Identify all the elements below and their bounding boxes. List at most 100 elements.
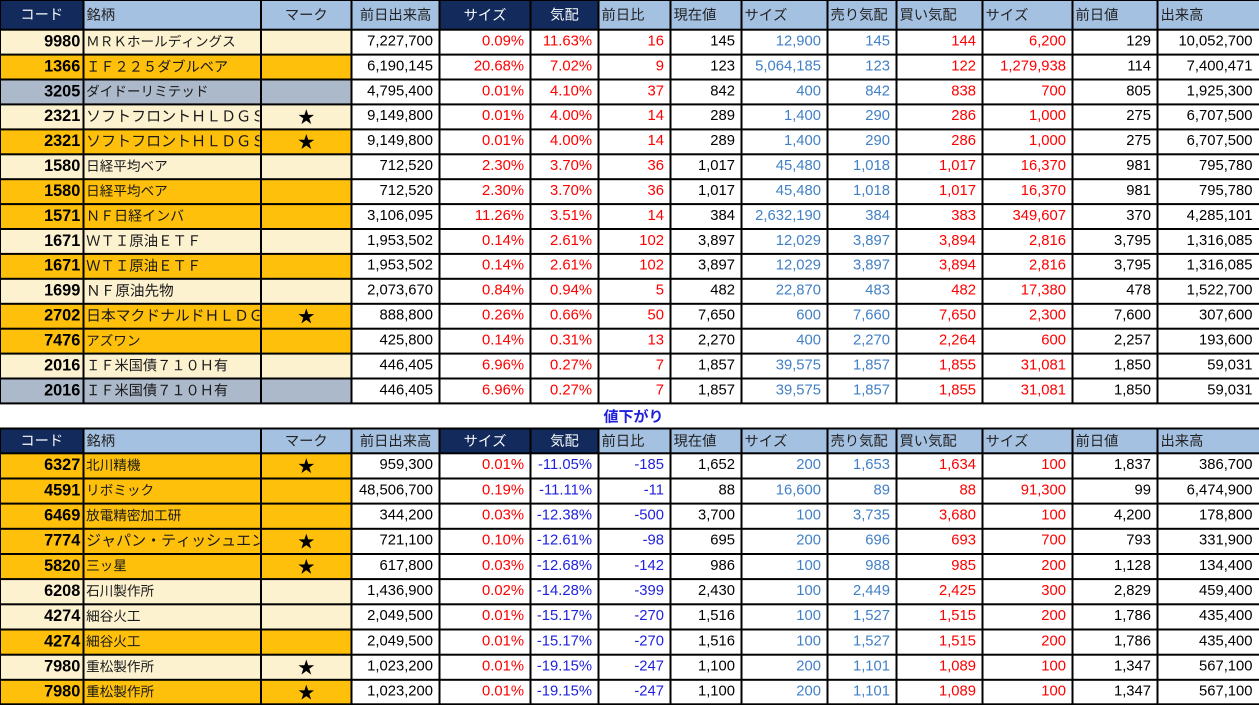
svg-text:-247: -247 (634, 659, 664, 675)
svg-text:114: 114 (1127, 58, 1151, 74)
svg-text:2,270: 2,270 (853, 333, 890, 349)
svg-text:20.68%: 20.68% (474, 58, 524, 74)
svg-text:3205: 3205 (44, 82, 80, 100)
svg-text:200: 200 (1041, 633, 1066, 649)
svg-text:1,516: 1,516 (698, 633, 735, 649)
svg-text:100: 100 (1041, 659, 1066, 675)
svg-text:4.00%: 4.00% (550, 108, 592, 124)
svg-text:3,795: 3,795 (1114, 258, 1151, 274)
svg-text:1,837: 1,837 (1114, 457, 1151, 473)
svg-text:200: 200 (796, 684, 821, 700)
svg-text:446,405: 446,405 (380, 382, 434, 398)
svg-text:2.30%: 2.30% (482, 158, 524, 174)
svg-text:-15.17%: -15.17% (537, 633, 592, 649)
svg-text:2.61%: 2.61% (550, 233, 592, 249)
svg-text:3,897: 3,897 (853, 233, 890, 249)
svg-text:2016: 2016 (44, 381, 80, 399)
svg-text:4,795,400: 4,795,400 (367, 83, 433, 99)
svg-text:123: 123 (710, 58, 735, 74)
svg-text:1,527: 1,527 (853, 633, 890, 649)
svg-text:0.84%: 0.84% (482, 283, 524, 299)
svg-text:700: 700 (1041, 533, 1066, 549)
svg-text:1,953,502: 1,953,502 (367, 258, 433, 274)
svg-text:-247: -247 (634, 684, 664, 700)
svg-text:6,707,500: 6,707,500 (1187, 133, 1253, 149)
svg-text:331,900: 331,900 (1199, 533, 1253, 549)
svg-text:59,031: 59,031 (1207, 382, 1252, 398)
svg-text:3,894: 3,894 (939, 258, 976, 274)
svg-text:1,023,200: 1,023,200 (367, 659, 433, 675)
svg-text:386,700: 386,700 (1199, 457, 1253, 473)
svg-text:-500: -500 (634, 507, 664, 523)
svg-text:0.01%: 0.01% (482, 684, 524, 700)
svg-text:0.09%: 0.09% (482, 34, 524, 50)
svg-text:5820: 5820 (44, 557, 80, 575)
svg-text:193,600: 193,600 (1199, 333, 1253, 349)
svg-text:1,017: 1,017 (698, 183, 735, 199)
svg-text:7,600: 7,600 (1114, 308, 1151, 324)
svg-text:693: 693 (951, 533, 976, 549)
svg-text:1580: 1580 (44, 182, 80, 200)
svg-text:7,650: 7,650 (698, 308, 735, 324)
svg-text:31,081: 31,081 (1021, 382, 1066, 398)
svg-text:16,370: 16,370 (1021, 183, 1066, 199)
svg-text:400: 400 (796, 83, 821, 99)
svg-text:16: 16 (648, 34, 664, 50)
svg-text:178,800: 178,800 (1199, 507, 1253, 523)
svg-text:6469: 6469 (44, 506, 80, 524)
svg-text:1,023,200: 1,023,200 (367, 684, 433, 700)
svg-text:100: 100 (796, 583, 821, 599)
svg-text:39,575: 39,575 (776, 382, 821, 398)
svg-text:384: 384 (710, 208, 735, 224)
svg-text:483: 483 (865, 283, 890, 299)
svg-text:986: 986 (710, 558, 735, 574)
svg-text:22,870: 22,870 (776, 283, 821, 299)
svg-text:14: 14 (648, 208, 664, 224)
svg-text:600: 600 (1041, 333, 1066, 349)
svg-text:6,474,900: 6,474,900 (1187, 482, 1253, 498)
svg-text:795,780: 795,780 (1199, 158, 1253, 174)
svg-text:290: 290 (865, 133, 890, 149)
svg-text:1,857: 1,857 (698, 357, 735, 373)
svg-text:-399: -399 (634, 583, 664, 599)
svg-text:1,000: 1,000 (1029, 108, 1066, 124)
svg-text:1,316,085: 1,316,085 (1187, 233, 1253, 249)
svg-text:100: 100 (796, 558, 821, 574)
svg-text:4.00%: 4.00% (550, 133, 592, 149)
svg-text:1,018: 1,018 (853, 158, 890, 174)
svg-text:2,430: 2,430 (698, 583, 735, 599)
svg-text:988: 988 (865, 558, 890, 574)
svg-text:290: 290 (865, 108, 890, 124)
svg-text:200: 200 (1041, 608, 1066, 624)
svg-text:695: 695 (710, 533, 735, 549)
svg-text:99: 99 (1135, 482, 1151, 498)
svg-text:3.51%: 3.51% (550, 208, 592, 224)
svg-text:6.96%: 6.96% (482, 357, 524, 373)
svg-text:2,257: 2,257 (1114, 333, 1151, 349)
svg-text:5: 5 (656, 283, 664, 299)
svg-text:45,480: 45,480 (776, 183, 821, 199)
svg-text:1,850: 1,850 (1114, 357, 1151, 373)
svg-text:7980: 7980 (44, 683, 80, 701)
svg-text:6.96%: 6.96% (482, 382, 524, 398)
svg-text:-142: -142 (634, 558, 664, 574)
svg-text:-11.11%: -11.11% (539, 482, 592, 498)
svg-text:712,520: 712,520 (380, 158, 434, 174)
svg-text:-11: -11 (644, 482, 664, 498)
svg-text:11.26%: 11.26% (475, 208, 524, 224)
svg-text:0.94%: 0.94% (550, 283, 592, 299)
svg-text:0.01%: 0.01% (482, 659, 524, 675)
svg-text:0.14%: 0.14% (482, 233, 524, 249)
svg-text:144: 144 (951, 34, 976, 50)
svg-text:89: 89 (874, 482, 890, 498)
svg-text:2,829: 2,829 (1114, 583, 1151, 599)
svg-text:1,786: 1,786 (1114, 633, 1151, 649)
svg-text:1,400: 1,400 (784, 133, 821, 149)
svg-text:14: 14 (648, 133, 664, 149)
svg-text:0.03%: 0.03% (482, 507, 524, 523)
svg-text:1,855: 1,855 (939, 382, 976, 398)
svg-text:36: 36 (648, 183, 664, 199)
svg-text:1,515: 1,515 (939, 608, 976, 624)
svg-text:400: 400 (796, 333, 821, 349)
svg-text:1,850: 1,850 (1114, 382, 1151, 398)
